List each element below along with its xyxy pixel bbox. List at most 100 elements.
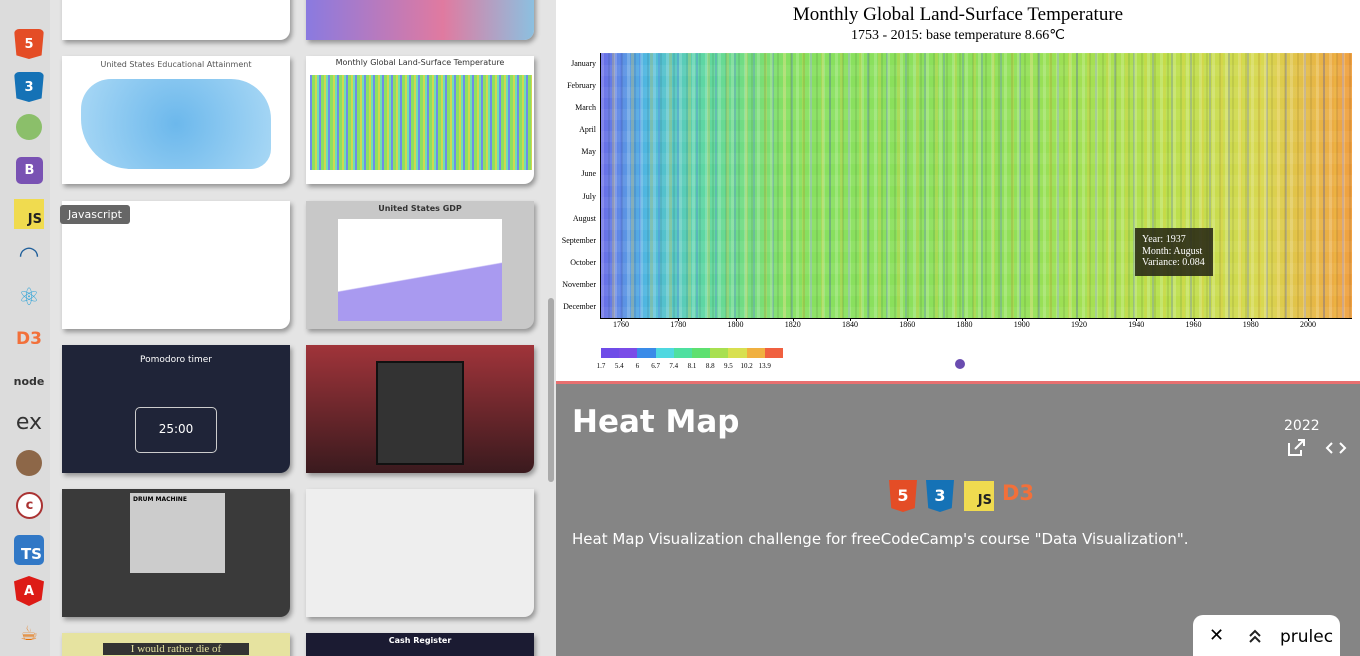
month-label: February	[567, 81, 596, 91]
year-label: 1800	[727, 320, 744, 329]
project-card[interactable]	[62, 0, 290, 40]
gallery: United States Educational Attainment Mon…	[50, 0, 556, 656]
month-label: April	[579, 125, 596, 135]
close-button[interactable]: ✕	[1209, 625, 1225, 646]
angular-icon[interactable]: A	[14, 576, 44, 606]
year-label: 1940	[1128, 320, 1145, 329]
project-card[interactable]: United States GDP	[306, 201, 534, 329]
project-card[interactable]: Monthly Global Land-Surface Temperature	[306, 56, 534, 184]
preview-subtitle: 1753 - 2015: base temperature 8.66℃	[851, 28, 1065, 43]
month-label: September	[561, 235, 596, 245]
heatmap-tooltip: Year: 1937 Month: August Variance: 0.084	[1135, 228, 1213, 276]
month-label: June	[581, 169, 596, 179]
y-axis	[600, 53, 601, 318]
card-title: Pomodoro timer	[139, 355, 212, 365]
year-label: 1960	[1185, 320, 1202, 329]
jquery-icon[interactable]: ◠	[19, 241, 39, 269]
month-label: August	[572, 213, 596, 223]
sidebar: 5 3 B JS ◠ ⚛ D3 node ex c TS A ☕	[0, 0, 50, 656]
year-tick	[1308, 318, 1309, 321]
react-icon[interactable]: ⚛	[18, 283, 40, 311]
tech-icon: 3	[926, 480, 954, 512]
legend-swatch	[673, 348, 692, 358]
js-icon[interactable]: JS	[14, 199, 44, 229]
year-tick	[621, 318, 622, 321]
month-label: July	[582, 191, 596, 201]
legend-swatch	[728, 348, 747, 358]
legend-label: 6.7	[651, 362, 660, 370]
month-label: May	[581, 147, 596, 157]
year-label: 1900	[1013, 320, 1030, 329]
month-label: October	[570, 257, 596, 267]
project-card[interactable]	[306, 0, 534, 40]
tech-icon: JS	[964, 481, 994, 511]
project-card[interactable]	[306, 489, 534, 617]
legend-swatch	[637, 348, 656, 358]
month-label: November	[562, 279, 596, 289]
preview: Monthly Global Land-Surface Temperature …	[556, 0, 1360, 381]
project-card[interactable]: United States Educational Attainment	[62, 56, 290, 184]
card-title: Monthly Global Land-Surface Temperature	[335, 58, 505, 67]
card-drum: DRUM MACHINE	[130, 493, 225, 573]
node-icon[interactable]: node	[13, 374, 45, 388]
year-label: 1920	[1071, 320, 1087, 329]
legend-label: 6	[635, 362, 640, 370]
ts-icon[interactable]: TS	[14, 535, 44, 565]
year-tick	[907, 318, 909, 321]
bottom-bar: ✕ prulec	[1193, 615, 1340, 656]
tooltip-line: Month: August	[1142, 245, 1203, 257]
legend-label: 5.4	[614, 362, 624, 370]
express-icon[interactable]: ex	[15, 409, 43, 435]
author: prulec	[1280, 627, 1334, 647]
legend-label: 9.5	[724, 362, 733, 370]
legend-swatch	[710, 348, 729, 358]
legend-swatch	[764, 348, 783, 358]
year-tick	[964, 318, 966, 321]
project-description: Heat Map Visualization challenge for fre…	[572, 530, 1189, 548]
carousel-dot[interactable]	[953, 357, 967, 371]
year-tick	[1193, 318, 1195, 321]
preview-title: Monthly Global Land-Surface Temperature	[792, 4, 1124, 25]
java-icon[interactable]: ☕	[20, 621, 38, 645]
card-heatmap	[310, 75, 532, 170]
css-icon[interactable]: 3	[14, 72, 44, 102]
card-quote: I would rather die of	[103, 643, 249, 655]
x-axis	[600, 318, 1352, 319]
project-card[interactable]: Pomodoro timer 25:00	[62, 345, 290, 473]
year-label: 1860	[899, 320, 916, 329]
project-year: 2022	[1284, 418, 1320, 434]
project-card[interactable]	[306, 345, 534, 473]
mocha-icon[interactable]	[16, 450, 42, 476]
external-link[interactable]	[1286, 438, 1306, 458]
project-title: Heat Map	[572, 404, 740, 440]
tooltip-line: Variance: 0.084	[1142, 257, 1205, 268]
legend-swatch	[601, 348, 620, 358]
html-icon[interactable]: 5	[14, 29, 44, 59]
sass-icon[interactable]	[16, 114, 42, 140]
year-label: 1980	[1242, 320, 1259, 329]
scrollbar[interactable]	[548, 298, 554, 482]
year-tick	[850, 318, 851, 321]
legend-swatch	[619, 348, 638, 358]
code-link[interactable]	[1325, 440, 1347, 456]
project-card[interactable]: Cash Register	[306, 633, 534, 656]
year-tick	[1021, 318, 1023, 321]
year-label: 2000	[1300, 320, 1316, 329]
year-tick	[792, 318, 794, 321]
project-card[interactable]: I would rather die of	[62, 633, 290, 656]
card-title: United States GDP	[378, 204, 462, 213]
chai-icon[interactable]: c	[16, 492, 43, 519]
expand-button[interactable]	[1248, 628, 1262, 644]
year-tick	[1250, 318, 1252, 321]
divider	[556, 381, 1360, 384]
year-tick	[678, 318, 680, 321]
year-label: 1780	[670, 320, 687, 329]
d3-icon[interactable]: D3	[16, 329, 42, 349]
project-card[interactable]: DRUM MACHINE	[62, 489, 290, 617]
bootstrap-icon[interactable]: B	[16, 157, 43, 184]
heatmap	[601, 53, 1352, 318]
year-tick	[1079, 318, 1080, 321]
tech-icon: D3	[1002, 481, 1035, 505]
year-label: 1880	[956, 320, 973, 329]
